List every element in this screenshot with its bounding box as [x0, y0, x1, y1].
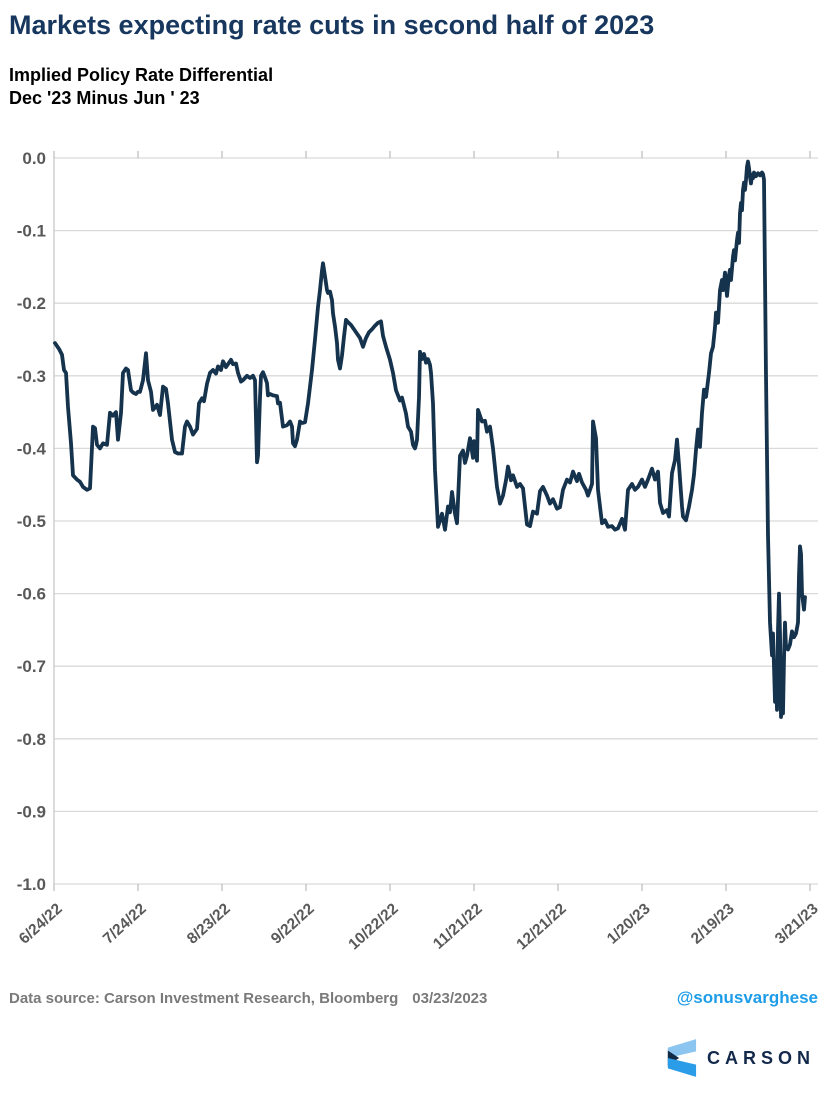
x-axis-tick-label: 11/21/22 — [430, 900, 486, 952]
x-axis-tick-label: 9/22/22 — [268, 900, 318, 947]
carson-logo: CARSON — [665, 1038, 815, 1078]
twitter-handle-link[interactable]: @sonusvarghese — [676, 988, 818, 1007]
y-axis-tick-label: -0.3 — [17, 367, 46, 386]
y-axis-tick-label: -0.6 — [17, 585, 46, 604]
y-axis-tick-label: 0.0 — [22, 149, 46, 168]
y-axis-tick-label: -0.4 — [17, 439, 47, 458]
as-of-date: 03/23/2023 — [412, 990, 488, 1007]
chart-subtitle: Implied Policy Rate Differential Dec '23… — [9, 64, 273, 111]
subtitle-line-2: Dec '23 Minus Jun ' 23 — [9, 88, 200, 109]
y-axis-tick-label: -0.1 — [17, 222, 46, 241]
x-axis-tick-label: 8/23/22 — [184, 900, 234, 947]
y-axis-tick-label: -1.0 — [17, 875, 46, 894]
x-axis-tick-label: 6/24/22 — [16, 900, 66, 947]
footer: Data source: Carson Investment Research,… — [9, 988, 818, 1008]
y-axis-tick-label: -0.9 — [17, 802, 46, 821]
y-axis-tick-label: -0.5 — [17, 512, 46, 531]
x-axis-tick-label: 1/20/23 — [604, 900, 654, 947]
x-axis-tick-label: 12/21/22 — [513, 900, 569, 953]
subtitle-line-1: Implied Policy Rate Differential — [9, 65, 274, 85]
line-chart: 0.0 -0.1 -0.2 -0.3 -0.4 -0.5 -0.6 -0.7 -0.8 -0.9 -… — [16, 149, 822, 953]
y-axis-tick-label: -0.8 — [17, 730, 46, 749]
y-axis-tick-label: -0.7 — [17, 657, 46, 676]
x-axis-tick-label: 2/19/23 — [688, 900, 738, 947]
data-source-text: Data source: Carson Investment Research,… — [9, 990, 399, 1007]
page-title: Markets expecting rate cuts in second ha… — [9, 10, 655, 40]
carson-wordmark: CARSON — [706, 1047, 815, 1068]
x-axis-tick-label: 3/21/23 — [772, 900, 822, 947]
x-axis-tick-label: 10/22/22 — [345, 900, 401, 953]
carson-chevron-icon — [667, 1039, 697, 1077]
data-series-line — [53, 159, 807, 719]
x-axis-tick-label: 7/24/22 — [100, 900, 150, 947]
y-axis-tick-label: -0.2 — [17, 294, 46, 313]
